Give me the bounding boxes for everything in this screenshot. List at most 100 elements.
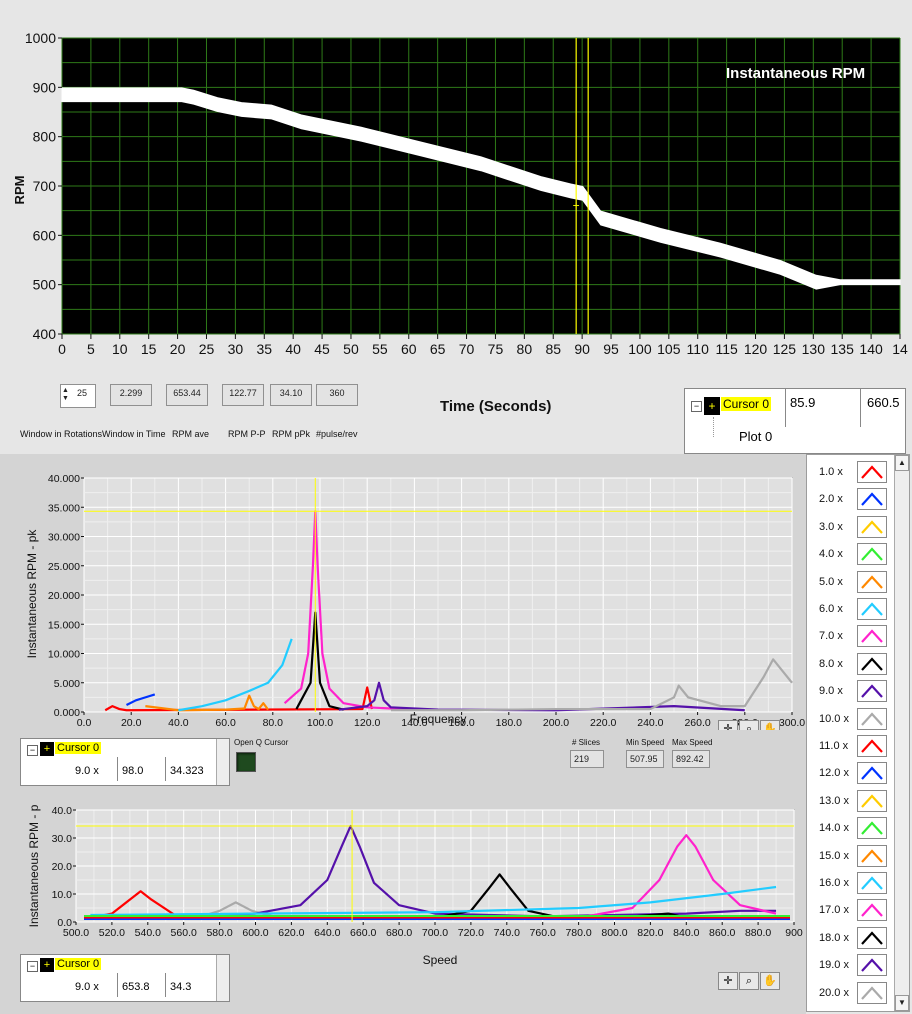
crosshair-tool-icon[interactable]: ✛ <box>718 972 738 990</box>
speed-order-graph[interactable]: 40.0 30.0 20.0 10.0 0.0 500.0 520.0 540.0 560.0… <box>0 800 806 1014</box>
frequency-spectrum-graph[interactable]: 40.000 35.000 30.000 25.000 20.000 15.000 10.0… <box>0 454 806 739</box>
legend-swatch-icon[interactable] <box>857 680 887 703</box>
series-line-90x <box>90 824 777 918</box>
legend-swatch-icon[interactable] <box>857 981 887 1004</box>
legend-row[interactable]: 10.0 x <box>807 706 893 732</box>
min-speed-label: Min Speed <box>626 738 665 747</box>
legend-row[interactable]: 18.0 x <box>807 925 893 951</box>
legend-swatch-icon[interactable] <box>857 461 887 483</box>
legend-swatch-icon[interactable] <box>857 598 887 620</box>
x-tick-label: 600.0 <box>242 927 268 939</box>
legend-swatch-icon[interactable] <box>857 735 887 757</box>
legend-swatch-icon[interactable] <box>857 762 887 785</box>
legend-swatch-icon[interactable] <box>857 817 887 840</box>
cursor-legend-top[interactable]: − + Cursor 0 Plot 0 85.9 660.5 <box>684 388 906 454</box>
cursor-scrollbar[interactable] <box>216 739 229 785</box>
legend-swatch-icon[interactable] <box>857 570 887 593</box>
legend-row[interactable]: 1.0 x <box>807 459 893 485</box>
legend-row[interactable]: 7.0 x <box>807 623 893 649</box>
legend-swatch-icon[interactable] <box>857 707 887 730</box>
legend-swatch-icon[interactable] <box>857 954 887 977</box>
x-tick-label: 240.0 <box>637 717 663 729</box>
x-tick-label: 60 <box>401 341 417 357</box>
x-tick-label: 300.0 <box>779 717 805 729</box>
legend-row[interactable]: 14.0 x <box>807 815 893 841</box>
y-tick-label: 700 <box>33 178 57 194</box>
cursor-scrollbar[interactable] <box>216 955 229 1001</box>
cursor-x-value[interactable]: 653.8 <box>117 973 165 997</box>
pan-tool-icon[interactable]: ✋ <box>760 972 780 990</box>
legend-swatch-icon[interactable] <box>857 926 887 949</box>
legend-swatch-icon[interactable] <box>857 844 887 867</box>
plot-legend[interactable]: 1.0 x 2.0 x 3.0 x 4.0 x 5.0 x 6.0 x 7.0 x 8.0 x… <box>806 454 910 1012</box>
legend-swatch-icon[interactable] <box>857 625 887 648</box>
rpm-time-graph[interactable]: + Instantaneous RPM RPM 1000900800700600… <box>0 0 912 370</box>
mid-controls: − + Cursor 0 9.0 x 98.0 34.323 Open Q Cu… <box>0 730 806 802</box>
pulses-rev-indicator: 360 <box>316 384 358 406</box>
x-tick-label: 820.0 <box>637 927 663 939</box>
legend-swatch-icon[interactable] <box>857 899 887 922</box>
cursor-style-icon[interactable]: + <box>40 742 54 756</box>
legend-row[interactable]: 4.0 x <box>807 541 893 567</box>
cursor-y-value[interactable]: 34.323 <box>165 757 209 781</box>
legend-row[interactable]: 13.0 x <box>807 788 893 814</box>
cursor-legend-bottom[interactable]: − + Cursor 0 9.0 x 653.8 34.3 <box>20 954 230 1002</box>
series-line-50x <box>145 694 269 712</box>
x-tick-label: 780.0 <box>565 927 591 939</box>
legend-row[interactable]: 17.0 x <box>807 897 893 923</box>
zoom-tool-icon[interactable]: ⌕ <box>739 972 759 990</box>
legend-swatch-icon[interactable] <box>857 543 887 566</box>
legend-row[interactable]: 16.0 x <box>807 870 893 896</box>
x-tick-label: 85 <box>545 341 561 357</box>
scroll-up-icon[interactable]: ▲ <box>895 455 909 471</box>
legend-swatch-icon[interactable] <box>857 789 887 812</box>
legend-swatch-icon[interactable] <box>857 652 887 675</box>
cursor-x-value[interactable]: 98.0 <box>117 757 165 781</box>
collapse-icon[interactable]: − <box>27 961 38 972</box>
legend-row[interactable]: 6.0 x <box>807 596 893 622</box>
legend-row[interactable]: 3.0 x <box>807 514 893 540</box>
scroll-down-icon[interactable]: ▼ <box>895 995 909 1011</box>
window-rotations-spinner[interactable]: ▲ ▼ 25 <box>60 384 96 408</box>
cursor-name[interactable]: Cursor 0 <box>55 958 102 970</box>
cursor-x-value[interactable]: 85.9 <box>785 389 861 427</box>
rpm-pp-indicator: 122.77 <box>222 384 264 406</box>
legend-row[interactable]: 2.0 x <box>807 486 893 512</box>
legend-row[interactable]: 12.0 x <box>807 760 893 786</box>
legend-row[interactable]: 8.0 x <box>807 651 893 677</box>
legend-row[interactable]: 5.0 x <box>807 569 893 595</box>
x-tick-label: 35 <box>256 341 272 357</box>
open-q-cursor-led[interactable] <box>236 752 256 772</box>
cursor-order: 9.0 x <box>75 765 99 777</box>
legend-swatch-icon[interactable] <box>857 488 887 511</box>
spinner-arrows-icon[interactable]: ▲ ▼ <box>62 387 69 402</box>
cursor-name[interactable]: Cursor 0 <box>721 397 772 411</box>
cursor-style-icon[interactable]: + <box>40 958 54 972</box>
x-tick-label: 120 <box>744 341 768 357</box>
cursor-style-icon[interactable]: + <box>704 397 720 415</box>
legend-swatch-icon[interactable] <box>857 515 887 538</box>
cursor-y-value[interactable]: 660.5 <box>867 395 900 410</box>
legend-swatch-icon[interactable] <box>857 872 887 894</box>
x-tick-label: 60.0 <box>215 717 236 729</box>
legend-row[interactable]: 20.0 x <box>807 980 893 1006</box>
x-tick-label: 25 <box>199 341 215 357</box>
window-time-indicator: 2.299 <box>110 384 152 406</box>
y-tick-label: 20.000 <box>48 590 80 602</box>
series-line-60x <box>178 638 293 712</box>
legend-row[interactable]: 11.0 x <box>807 733 893 759</box>
collapse-icon[interactable]: − <box>27 745 38 756</box>
x-tick-label: 0 <box>58 341 66 357</box>
legend-scrollbar[interactable]: ▲ ▼ <box>894 455 909 1011</box>
legend-label: 4.0 x <box>819 548 843 561</box>
cursor-marker-icon[interactable]: + <box>573 198 580 212</box>
legend-row[interactable]: 15.0 x <box>807 843 893 869</box>
legend-row[interactable]: 9.0 x <box>807 678 893 704</box>
collapse-icon[interactable]: − <box>691 401 702 412</box>
rpm-ppk-label: RPM pPk <box>272 429 311 439</box>
cursor-y-value[interactable]: 34.3 <box>165 973 209 997</box>
cursor-legend-mid[interactable]: − + Cursor 0 9.0 x 98.0 34.323 <box>20 738 230 786</box>
cursor-name[interactable]: Cursor 0 <box>55 742 102 754</box>
legend-row[interactable]: 19.0 x <box>807 952 893 978</box>
window-rotations-value[interactable]: 25 <box>76 388 87 398</box>
